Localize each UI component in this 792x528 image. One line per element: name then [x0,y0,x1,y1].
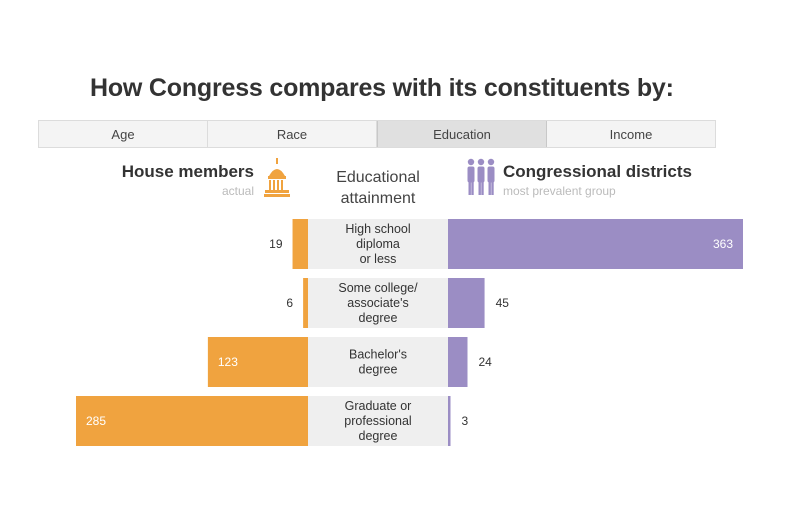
house-bar [292,219,308,269]
chart-title: How Congress compares with its constitue… [90,74,674,102]
district-bar [448,396,451,446]
districts-title: Congressional districts [503,162,692,181]
capitol-icon [264,158,290,197]
educational-attainment-header: Educational attainment [308,167,448,209]
people-icon [467,158,495,195]
house-members-title: House members [121,162,254,181]
districts-subtitle: most prevalent group [503,184,616,198]
district-value-label: 3 [462,414,469,428]
category-label: degree [359,363,398,377]
tab-income[interactable]: Income [609,126,653,142]
house-bar [76,396,308,446]
house-value-label: 285 [86,414,106,428]
house-bar [207,337,308,387]
districts-header: Congressional districts most prevalent g… [503,162,692,198]
house-value-label: 123 [218,355,238,369]
house-value-label: 6 [286,296,293,310]
center-header-line2: attainment [340,190,416,207]
house-members-header: House members actual [122,162,254,198]
district-bar [448,337,468,387]
category-label: Bachelor's [349,348,407,362]
district-bar [448,278,485,328]
category-label-bg [308,337,448,387]
category-label: or less [360,252,397,266]
category-label-bg [308,278,448,328]
tab-race[interactable]: Race [208,121,377,147]
house-bar [303,278,308,328]
district-value-label: 45 [496,296,510,310]
category-tabs: Age Race Education Income [38,120,716,148]
category-label: Some college/ [338,281,418,295]
category-label: diploma [356,237,400,251]
district-value-label: 363 [713,237,733,251]
category-label: Graduate or [345,399,412,413]
district-value-label: 24 [479,355,493,369]
category-label: associate's [347,296,408,310]
center-header-line1: Educational [336,169,420,186]
tab-age[interactable]: Age [39,121,208,147]
category-label: High school [345,222,410,236]
category-label: degree [359,311,398,325]
tab-education[interactable]: Education [377,121,547,147]
category-label-bg [308,219,448,269]
category-label: professional [344,414,411,428]
category-label: degree [359,429,398,443]
house-members-subtitle: actual [221,184,254,198]
house-value-label: 19 [269,237,283,251]
category-label-bg [308,396,448,446]
district-bar [448,219,743,269]
